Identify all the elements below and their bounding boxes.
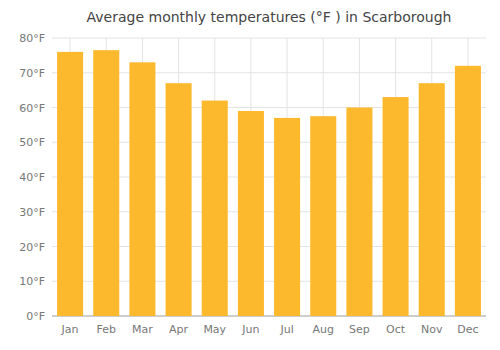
x-tick-label: Jul (279, 323, 293, 336)
bar (274, 118, 300, 316)
x-tick-label: Mar (132, 323, 153, 336)
bar (57, 52, 83, 316)
bar (346, 108, 372, 317)
x-tick-label: Sep (349, 323, 370, 336)
bar (129, 62, 155, 316)
y-grid-line (52, 38, 486, 39)
y-tick-label: 40°F (19, 171, 45, 184)
bar (238, 111, 264, 316)
bar (310, 116, 336, 316)
y-tick-label: 30°F (19, 206, 45, 219)
x-tick-label: Nov (421, 323, 443, 336)
y-tick-label: 20°F (19, 241, 45, 254)
y-tick-label: 60°F (19, 102, 45, 115)
y-tick-label: 0°F (26, 310, 45, 323)
y-tick-label: 80°F (19, 32, 45, 45)
grid (52, 38, 486, 316)
bar (383, 97, 409, 316)
x-tick-label: Aug (313, 323, 334, 336)
bars (57, 50, 481, 316)
y-tick-label: 50°F (19, 136, 45, 149)
axes: 0°F 10°F 20°F 30°F 40°F 50°F 60°F 70°F 80°F Jan Fe… (19, 32, 486, 336)
x-tick-label: Feb (97, 323, 116, 336)
bar (202, 101, 228, 316)
chart-container: 0°F 10°F 20°F 30°F 40°F 50°F 60°F 70°F 80°F Jan Fe… (0, 0, 500, 350)
bar (455, 66, 481, 316)
chart: 0°F 10°F 20°F 30°F 40°F 50°F 60°F 70°F 80°F Jan Fe… (0, 0, 500, 350)
bar (93, 50, 119, 316)
x-tick-label: Jan (61, 323, 79, 336)
x-tick-label: Oct (386, 323, 406, 336)
y-tick-label: 70°F (19, 67, 45, 80)
bar (166, 83, 192, 316)
x-tick-label: Apr (169, 323, 189, 336)
y-tick-label: 10°F (19, 275, 45, 288)
title: Average monthly temperatures (°F ) in Sc… (87, 9, 452, 25)
x-tick-label: May (203, 323, 226, 336)
x-tick-label: Dec (457, 323, 478, 336)
x-tick-label: Jun (241, 323, 259, 336)
bar (419, 83, 445, 316)
